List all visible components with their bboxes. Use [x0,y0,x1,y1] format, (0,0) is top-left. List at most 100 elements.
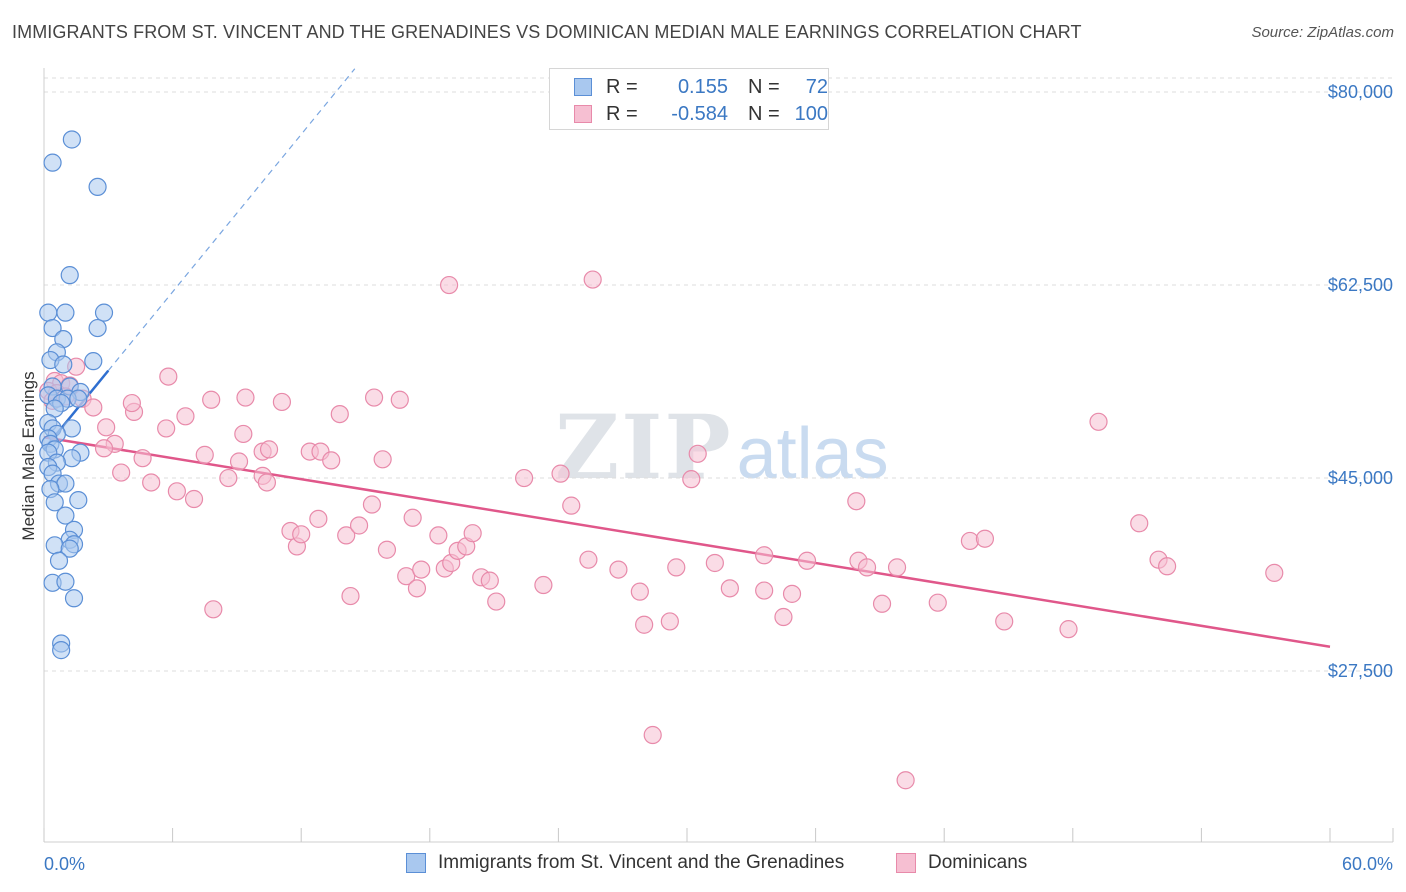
dominican-point [439,275,459,295]
dominican-point [219,468,238,488]
immigrant-point [64,589,84,608]
dominican-point [157,419,176,438]
immigrant-point [45,536,64,555]
dominicans-points [39,270,1284,790]
dominican-point [122,393,141,413]
immigrant-point [94,303,114,322]
legend-row-blue: R = 0.155 N = 72 [574,76,828,98]
dominican-point [1089,412,1108,431]
dominican-point [579,550,598,569]
immigrant-point [88,318,107,338]
immigrant-point [62,449,81,468]
immigrant-point [56,303,75,322]
series-legend-pink[interactable]: Dominicans [896,852,1027,874]
dominican-point [583,270,602,289]
legend-n-label: N = [748,102,780,125]
y-tick-label: $45,000 [1328,468,1393,488]
immigrant-point [39,303,58,322]
dominican-point [562,496,581,515]
dominican-point [857,558,877,577]
immigrant-point [62,130,81,149]
dominican-point [755,581,774,600]
dominican-point [292,525,311,544]
dominican-point [975,529,995,548]
dominican-point [463,524,482,543]
dominican-point [847,492,866,511]
dominican-point [1158,557,1177,576]
dominican-point [774,607,793,627]
legend-r-label: R = [606,75,638,98]
immigrant-point [84,352,103,371]
dominican-point [797,551,817,570]
dominican-point [412,560,431,579]
dominican-point [480,571,499,590]
dominican-point [782,584,802,603]
legend-row-pink: R = -0.584 N = 100 [574,103,828,125]
dominican-point [960,531,980,551]
svg-immigrants-points [39,130,114,660]
dominican-point [705,553,724,573]
immigrant-point [56,572,75,591]
trend-lines [43,68,1331,649]
dominican-point [755,546,774,565]
series-swatch-pink [896,853,916,873]
axes [43,68,1394,843]
dominican-point [112,463,131,482]
dominican-point [309,509,328,528]
immigrant-point [69,491,88,510]
legend-n-value: 100 [794,102,828,125]
dominican-point [97,418,116,437]
dominican-point [176,407,195,426]
dominican-point [330,404,349,424]
dominican-point [373,450,392,469]
grid-lines [44,77,1393,672]
legend-r-value: 0.155 [677,75,728,98]
immigrant-point [43,153,62,172]
dominican-point [667,558,686,577]
dominican-point [397,567,416,586]
dominican-point [364,388,384,407]
dominican-point [133,449,152,468]
dominican-point [204,600,223,619]
dominican-point [349,516,369,535]
immigrant-point [54,355,73,374]
dominican-point [362,495,382,514]
series-label-blue: Immigrants from St. Vincent and the Gren… [438,852,845,873]
dominican-point [184,489,204,509]
series-label-pink: Dominicans [928,852,1028,873]
immigrant-point [52,641,71,660]
series-legend-blue[interactable]: Immigrants from St. Vincent and the Gren… [406,852,844,874]
dominican-point [609,560,628,579]
dominican-point [195,445,214,464]
immigrant-point [60,266,79,285]
dominican-point [872,594,892,613]
dominican-point [94,439,114,458]
dominican-point [272,392,292,412]
correlation-legend: R = 0.155 N = 72 R = -0.584 N = 100 [549,68,829,130]
dominican-point [84,398,103,417]
legend-n-value: 72 [805,75,828,98]
dominican-point [688,444,707,463]
immigrant-point [45,493,64,512]
legend-n-label: N = [748,75,780,98]
dominican-point [234,424,253,444]
dominican-point [257,473,277,492]
dominican-point [534,575,553,595]
immigrant-point [49,551,69,570]
dominican-point [1059,620,1078,639]
blue-trend-extension [107,68,356,372]
dominican-point [403,508,422,527]
dominican-point [429,526,448,545]
source-credit: Source: ZipAtlas.com [1251,24,1394,41]
dominican-point [236,388,255,407]
dominican-point [159,367,178,386]
dominican-point [1130,514,1149,533]
axis-labels: $27,500 $45,000 $62,500 $80,000 0.0% 60.0% Med… [19,82,1393,874]
y-tick-label: $27,500 [1328,661,1393,681]
dominican-point [407,579,427,598]
legend-r-label: R = [606,102,638,125]
legend-r-value: -0.584 [671,102,728,125]
legend-swatch-pink [574,105,592,123]
dominican-point [515,468,534,488]
immigrant-point [60,539,79,558]
